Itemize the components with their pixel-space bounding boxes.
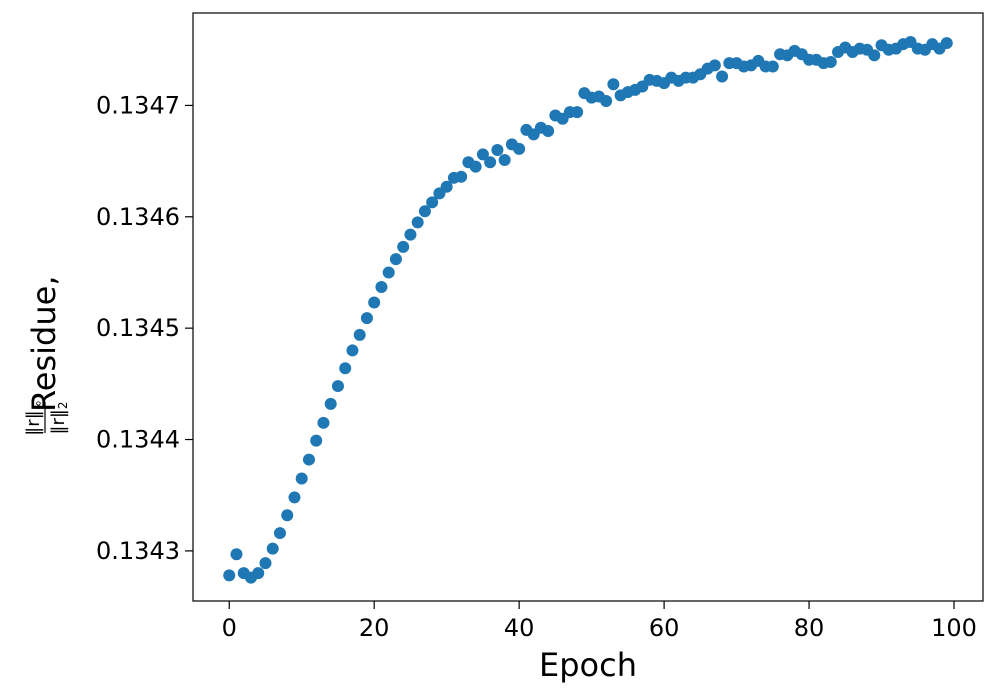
data-point xyxy=(339,362,352,375)
data-point xyxy=(375,280,388,293)
data-point xyxy=(281,509,294,522)
y-axis-label: Residue, ‖r‖∞ ‖r‖2 xyxy=(23,276,70,436)
x-tick-label: 60 xyxy=(649,614,680,642)
y-tick-label: 0.1343 xyxy=(96,537,180,565)
data-point xyxy=(440,180,453,193)
data-point xyxy=(484,156,497,169)
data-point xyxy=(389,253,402,266)
data-point xyxy=(513,142,526,155)
data-point xyxy=(295,472,308,485)
data-point xyxy=(353,328,366,341)
data-point xyxy=(331,380,344,393)
x-tick-label: 40 xyxy=(504,614,535,642)
data-point xyxy=(716,70,729,83)
data-point xyxy=(868,49,881,62)
data-point xyxy=(397,240,410,253)
data-points xyxy=(223,35,953,584)
y-tick-label: 0.1345 xyxy=(96,314,180,342)
data-point xyxy=(418,205,431,218)
y-axis-label-numerator: ‖r‖∞ xyxy=(23,400,45,435)
data-point xyxy=(223,569,236,582)
data-point xyxy=(411,216,424,229)
data-point xyxy=(426,196,439,209)
y-axis-label-numerator-main: ‖r‖ xyxy=(23,410,44,435)
data-point xyxy=(542,125,555,138)
data-point xyxy=(491,143,504,156)
x-tick-label: 100 xyxy=(931,614,977,642)
data-point xyxy=(455,170,468,183)
data-point xyxy=(607,78,620,91)
data-point xyxy=(230,548,243,561)
y-axis-ticks: 0.1343 0.1344 0.1345 0.1346 0.1347 xyxy=(96,91,193,565)
data-point xyxy=(324,397,337,410)
y-axis-label-numerator-sub: ∞ xyxy=(31,400,45,410)
data-point xyxy=(469,160,482,173)
data-point xyxy=(940,37,953,50)
data-point xyxy=(346,344,359,357)
y-tick-label: 0.1344 xyxy=(96,426,180,454)
data-point xyxy=(382,266,395,279)
data-point xyxy=(824,56,837,68)
x-tick-label: 0 xyxy=(222,614,237,642)
data-point xyxy=(273,527,286,540)
data-point xyxy=(766,60,779,73)
y-axis-label-prefix: Residue, xyxy=(25,276,63,413)
data-point xyxy=(498,154,511,166)
data-point xyxy=(317,416,330,429)
plot-frame xyxy=(192,12,984,602)
data-point xyxy=(288,491,301,504)
data-point xyxy=(360,312,373,325)
y-axis-label-denominator-main: ‖r‖ xyxy=(48,409,69,434)
x-tick-label: 80 xyxy=(794,614,825,642)
data-point xyxy=(600,94,613,107)
data-point xyxy=(252,567,265,580)
x-axis-label: Epoch xyxy=(539,646,637,684)
data-point xyxy=(266,542,279,555)
data-point xyxy=(310,434,323,447)
x-tick-label: 20 xyxy=(359,614,390,642)
data-point xyxy=(571,106,584,119)
x-axis-ticks: 0 20 40 60 80 100 xyxy=(222,601,977,642)
data-point xyxy=(404,228,417,241)
y-tick-label: 0.1347 xyxy=(96,91,180,119)
data-point xyxy=(302,453,315,466)
data-point xyxy=(368,296,381,309)
data-point xyxy=(476,148,489,161)
data-point xyxy=(708,59,721,72)
y-axis-label-denominator: ‖r‖2 xyxy=(48,401,70,434)
y-axis-label-denominator-sub: 2 xyxy=(56,401,70,409)
y-tick-label: 0.1346 xyxy=(96,203,180,231)
data-point xyxy=(259,557,272,570)
